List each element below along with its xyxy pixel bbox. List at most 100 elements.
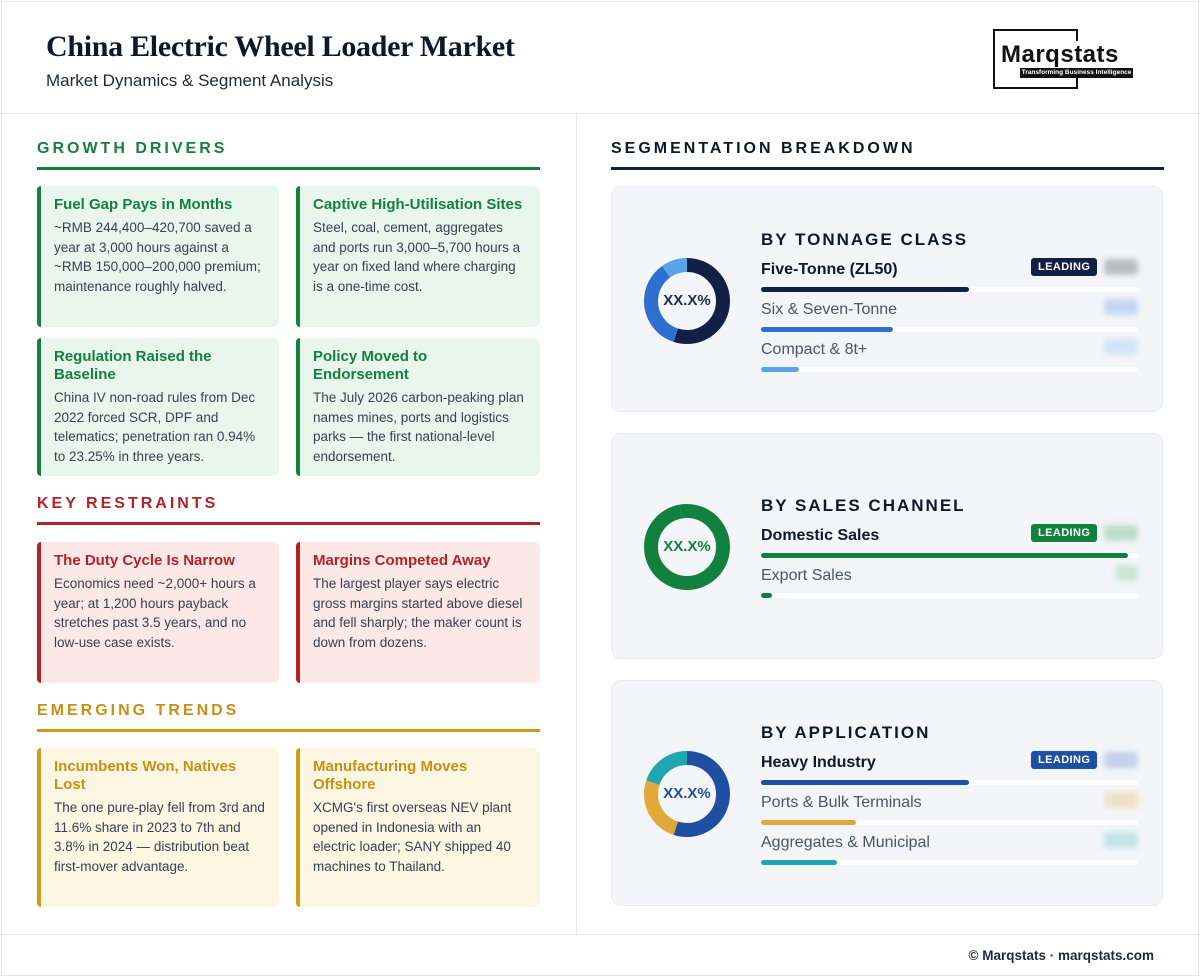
driver-card: Fuel Gap Pays in Months ~RMB 244,400–420…: [37, 186, 279, 327]
column-divider: [576, 114, 577, 934]
header: China Electric Wheel Loader Market Marke…: [0, 0, 1200, 114]
segment-label: Domestic Sales: [761, 527, 880, 544]
driver-card: Captive High-Utilisation Sites Steel, co…: [296, 186, 540, 327]
segment-track: [761, 820, 1139, 825]
donut-center-label: XX.X%: [663, 538, 711, 555]
driver-card: Policy Moved to Endorsement The July 202…: [296, 338, 540, 476]
segment-bar: [761, 860, 837, 865]
segment-track: [761, 327, 1139, 332]
donut-center-label: XX.X%: [663, 292, 711, 309]
card-text: Economics need ~2,000+ hours a year; at …: [54, 576, 256, 650]
segment-track: [761, 780, 1139, 785]
segment-bar: [761, 780, 969, 785]
blurred-value: [1104, 792, 1138, 808]
donut-slice: [644, 258, 730, 344]
segment-row: Heavy Industry LEADING: [761, 751, 1139, 794]
card-accent: [296, 542, 300, 683]
card-text: The one pure-play fell from 3rd and 11.6…: [54, 800, 265, 874]
trend-card: Incumbents Won, Natives Lost The one pur…: [37, 748, 279, 907]
emerging-trends-title: EMERGING TRENDS: [37, 702, 240, 719]
segment-label: Six & Seven-Tonne: [761, 301, 898, 318]
card-title: Margins Competed Away: [313, 552, 491, 569]
segment-row: Five-Tonne (ZL50) LEADING: [761, 258, 1139, 301]
blurred-value: [1116, 565, 1138, 581]
card-accent: [296, 186, 300, 327]
growth-drivers-title: GROWTH DRIVERS: [37, 140, 228, 157]
segment-bar: [761, 367, 799, 372]
segmentation-title: SEGMENTATION BREAKDOWN: [611, 140, 916, 157]
key-restraints-title: KEY RESTRAINTS: [37, 495, 219, 512]
card-accent: [37, 186, 41, 327]
card-text: The largest player says electric gross m…: [313, 576, 523, 650]
logo-text: Marqstats: [1001, 41, 1123, 69]
segment-track: [761, 593, 1139, 598]
panel-title: BY SALES CHANNEL: [761, 496, 966, 515]
segment-panel-sales-channel: XX.X% BY SALES CHANNEL Domestic Sales LE…: [611, 433, 1163, 659]
panel-title: BY TONNAGE CLASS: [761, 230, 969, 249]
card-title: Captive High-Utilisation Sites: [313, 196, 523, 213]
card-title: Policy Moved to Endorsement: [313, 348, 428, 383]
segment-bar: [761, 327, 894, 332]
footer: © Marqstats · marqstats.com: [0, 934, 1200, 977]
segment-bar: [761, 553, 1128, 558]
segment-row: Six & Seven-Tonne: [761, 299, 1139, 341]
card-accent: [296, 748, 300, 907]
tonnage-donut: [644, 258, 730, 344]
segment-label: Heavy Industry: [761, 754, 876, 771]
sales-channel-donut: [644, 504, 730, 590]
segment-track: [761, 553, 1139, 558]
segment-row: Compact & 8t+: [761, 339, 1139, 381]
card-accent: [37, 748, 41, 907]
trend-card: Manufacturing Moves Offshore XCMG's firs…: [296, 748, 540, 907]
donut-segments: [644, 258, 730, 344]
restraint-card: Margins Competed Away The largest player…: [296, 542, 540, 683]
leading-badge: LEADING: [1031, 258, 1098, 276]
donut-segments: [644, 504, 730, 590]
card-accent: [37, 338, 41, 476]
segment-track: [761, 287, 1139, 292]
key-restraints-rule: [37, 522, 540, 525]
donut-center-label: XX.X%: [663, 785, 711, 802]
card-text: Steel, coal, cement, aggregates and port…: [313, 220, 521, 294]
segment-label: Compact & 8t+: [761, 341, 868, 358]
donut-slice: [644, 751, 730, 837]
segment-bar: [761, 593, 773, 598]
blurred-value: [1104, 525, 1138, 541]
card-title: Incumbents Won, Natives Lost: [54, 758, 237, 793]
donut-slice: [644, 751, 730, 837]
segment-label: Aggregates & Municipal: [761, 834, 930, 851]
growth-drivers-rule: [37, 167, 540, 170]
segment-row: Ports & Bulk Terminals: [761, 792, 1139, 834]
application-donut: [644, 751, 730, 837]
segment-panel-application: XX.X% BY APPLICATION Heavy Industry LEAD…: [611, 680, 1163, 906]
blurred-value: [1104, 752, 1138, 768]
panel-title: BY APPLICATION: [761, 723, 931, 742]
logo-tagline: Transforming Business Intelligence: [1020, 68, 1133, 78]
donut-segments: [644, 751, 730, 837]
donut-slice: [644, 504, 730, 590]
segment-row: Domestic Sales LEADING: [761, 524, 1139, 567]
blurred-value: [1104, 259, 1138, 275]
blurred-value: [1104, 299, 1138, 315]
segment-label: Five-Tonne (ZL50): [761, 261, 898, 278]
segment-track: [761, 367, 1139, 372]
restraint-card: The Duty Cycle Is Narrow Economics need …: [37, 542, 279, 683]
segment-label: Export Sales: [761, 567, 852, 584]
card-accent: [37, 542, 41, 683]
page-subtitle: Market Dynamics & Segment Analysis: [46, 71, 334, 90]
footer-copyright: © Marqstats · marqstats.com: [968, 948, 1155, 963]
driver-card: Regulation Raised the Baseline China IV …: [37, 338, 279, 476]
card-title: Manufacturing Moves Offshore: [313, 758, 468, 793]
donut-slice: [644, 258, 730, 344]
segment-label: Ports & Bulk Terminals: [761, 794, 922, 811]
card-title: The Duty Cycle Is Narrow: [54, 552, 235, 569]
card-text: The July 2026 carbon-peaking plan names …: [313, 390, 524, 464]
emerging-trends-rule: [37, 729, 540, 732]
card-title: Regulation Raised the Baseline: [54, 348, 212, 383]
card-text: ~RMB 244,400–420,700 saved a year at 3,0…: [54, 220, 261, 294]
card-title: Fuel Gap Pays in Months: [54, 196, 233, 213]
leading-badge: LEADING: [1031, 751, 1098, 769]
leading-badge: LEADING: [1031, 524, 1098, 542]
page-title: China Electric Wheel Loader Market: [46, 30, 515, 63]
